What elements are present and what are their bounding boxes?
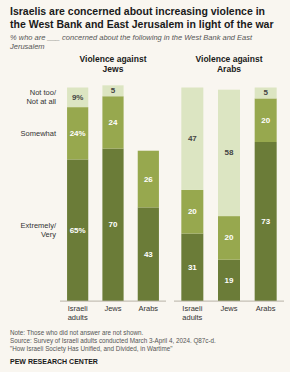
data-label: 5 xyxy=(263,88,268,97)
data-labels: 65% 70 43 24% 24 26 9% 5 xyxy=(70,86,154,258)
x-tick-label: Arabs xyxy=(256,304,276,313)
data-label: 20 xyxy=(261,116,270,125)
baseline xyxy=(60,301,166,302)
note: Note: Those who did not answer are not s… xyxy=(10,329,216,353)
bar-segment xyxy=(181,88,203,190)
bars xyxy=(67,85,159,301)
series-label: Somewhat xyxy=(21,129,57,138)
title: Israelis are concerned about increasing … xyxy=(10,5,274,30)
bar-segment xyxy=(138,150,159,151)
series-label: Not too/Not at all xyxy=(26,88,57,106)
bar-segment xyxy=(67,159,88,301)
data-label: 20 xyxy=(188,207,197,216)
bar-segment xyxy=(218,216,240,260)
panel-title: Violence againstArabs xyxy=(196,54,263,74)
data-label: 58 xyxy=(225,148,234,157)
bar-segment xyxy=(218,260,240,301)
bar-segment xyxy=(102,85,123,96)
bar-segment xyxy=(102,149,123,302)
bar-segment xyxy=(255,88,277,99)
panel-title: Violence againstJews xyxy=(80,54,147,74)
data-label: 5 xyxy=(111,86,116,95)
bar-segment xyxy=(138,207,159,301)
series-label: Extremely/Very xyxy=(21,221,57,239)
data-label: 19 xyxy=(225,276,234,285)
x-tick-label: Arabs xyxy=(139,304,159,313)
x-tick-label: Jews xyxy=(220,304,237,313)
data-label: 26 xyxy=(144,175,153,184)
data-labels: 31 19 73 20 20 20 47 58 5 xyxy=(188,88,271,284)
bar-segment xyxy=(138,151,159,208)
bars xyxy=(181,88,276,302)
x-tick-label: Israeliadults xyxy=(68,304,88,322)
bar-segment xyxy=(67,88,88,108)
data-label: 47 xyxy=(188,134,197,143)
x-tick-label: Jews xyxy=(104,304,121,313)
bar-segment xyxy=(255,142,277,301)
bar-segment xyxy=(181,190,203,234)
bar-segment xyxy=(102,96,123,148)
x-tick-label: Israeliadults xyxy=(182,304,202,322)
bar-segment xyxy=(67,107,88,159)
data-label: 31 xyxy=(188,263,197,272)
data-label: 70 xyxy=(109,220,118,229)
chart: Israelis are concerned about increasing … xyxy=(0,0,290,372)
data-label: 43 xyxy=(144,250,153,259)
source: PEW RESEARCH CENTER xyxy=(10,358,98,365)
data-label: 20 xyxy=(225,233,234,242)
data-label: 65% xyxy=(70,226,86,235)
bar-segment xyxy=(181,234,203,302)
bar-segment xyxy=(218,90,240,216)
data-label: 73 xyxy=(261,217,270,226)
data-label: 9% xyxy=(72,93,84,102)
subtitle: % who are ___ concerned about the follow… xyxy=(9,33,253,51)
baseline xyxy=(174,301,284,302)
bar-segment xyxy=(255,98,277,142)
data-label: 24% xyxy=(70,129,86,138)
data-label: 24 xyxy=(109,118,118,127)
